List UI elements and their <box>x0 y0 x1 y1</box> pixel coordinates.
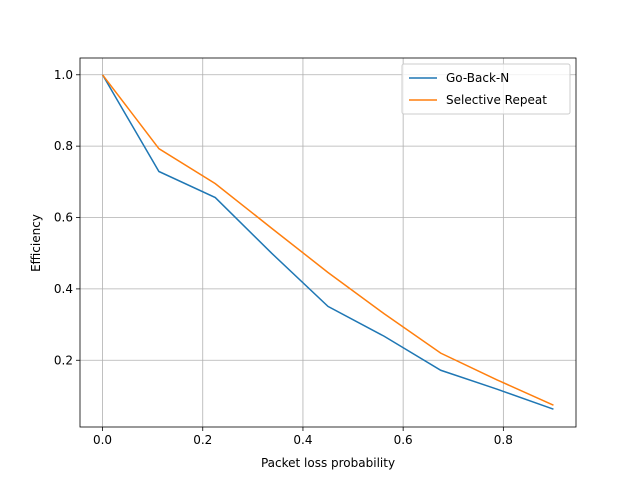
y-tick-label: 0.8 <box>54 139 73 153</box>
legend-label: Go-Back-N <box>446 71 509 85</box>
y-tick-label: 1.0 <box>54 68 73 82</box>
x-tick-label: 0.4 <box>293 433 312 447</box>
x-axis-label: Packet loss probability <box>261 456 395 470</box>
y-tick-label: 0.6 <box>54 211 73 225</box>
x-tick-label: 0.0 <box>93 433 112 447</box>
legend-label: Selective Repeat <box>446 93 547 107</box>
x-tick-label: 0.6 <box>394 433 413 447</box>
y-tick-label: 0.4 <box>54 282 73 296</box>
line <box>101 74 554 410</box>
y-tick-label: 0.2 <box>54 353 73 367</box>
y-axis-label: Efficiency <box>29 214 43 272</box>
x-tick-label: 0.2 <box>193 433 212 447</box>
x-tick-label: 0.8 <box>494 433 513 447</box>
line <box>101 74 554 406</box>
axes-frame <box>79 57 577 428</box>
legend-box <box>401 63 571 115</box>
